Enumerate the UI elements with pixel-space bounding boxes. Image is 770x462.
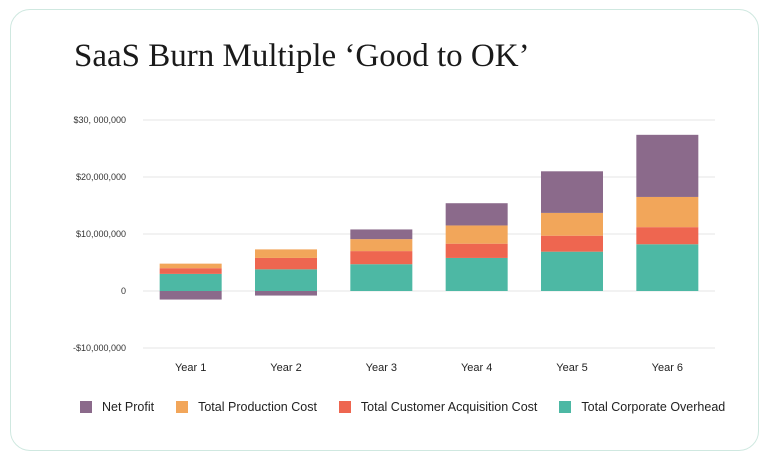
legend-swatch [559,401,572,413]
legend-swatch [338,401,351,413]
legend-item: Total Customer Acquisition Cost [338,400,538,414]
y-tick-label: 0 [121,286,126,296]
legend-item: Net Profit [80,400,154,414]
bar-total-production-cost [159,263,222,269]
bar-total-corporate-overhead [350,264,413,291]
x-tick-label: Year 6 [652,362,683,374]
y-tick-label: -$10,000,000 [73,343,126,353]
x-tick-label: Year 3 [366,362,397,374]
bar-total-production-cost [255,249,317,258]
legend-item: Total Corporate Overhead [559,400,725,414]
legend-swatch [176,401,189,413]
bar-total-corporate-overhead [541,251,603,291]
bar-total-customer-acquisition-cost [541,235,603,252]
bar-total-customer-acquisition-cost [445,243,508,258]
y-tick-label: $20,000,000 [76,172,126,182]
bar-total-corporate-overhead [255,269,317,291]
bar-net-profit [350,229,413,240]
bar-total-production-cost [445,225,508,244]
bar-net-profit [636,134,699,197]
legend-swatch [80,401,92,413]
bar-net-profit [255,291,317,296]
bar-net-profit [159,291,222,300]
x-tick-label: Year 4 [461,362,492,374]
x-tick-label: Year 5 [556,362,587,374]
legend-label: Total Corporate Overhead [581,400,726,414]
chart-title: SaaS Burn Multiple ‘Good to OK’ [74,38,530,74]
bar-total-production-cost [541,212,603,236]
bar-total-customer-acquisition-cost [159,268,222,274]
bar-total-customer-acquisition-cost [350,251,413,265]
bar-total-corporate-overhead [445,257,508,291]
bar-net-profit [541,171,603,213]
x-tick-label: Year 1 [175,362,206,374]
legend-label: Net Profit [102,400,155,414]
x-tick-label: Year 2 [270,362,301,374]
legend-item: Total Production Cost [176,400,317,414]
y-tick-label: $30, 000,000 [73,115,126,125]
bar-total-production-cost [636,196,699,228]
chart-legend: Net Profit Total Production Cost Total Cus… [80,400,747,414]
legend-label: Total Customer Acquisition Cost [360,400,538,414]
bar-total-corporate-overhead [159,273,222,291]
bar-total-customer-acquisition-cost [636,227,699,245]
bar-total-corporate-overhead [636,244,699,291]
bar-net-profit [445,203,508,226]
bar-total-production-cost [350,239,413,252]
legend-label: Total Production Cost [198,400,317,414]
bar-total-customer-acquisition-cost [255,257,317,270]
y-tick-label: $10,000,000 [76,229,126,239]
